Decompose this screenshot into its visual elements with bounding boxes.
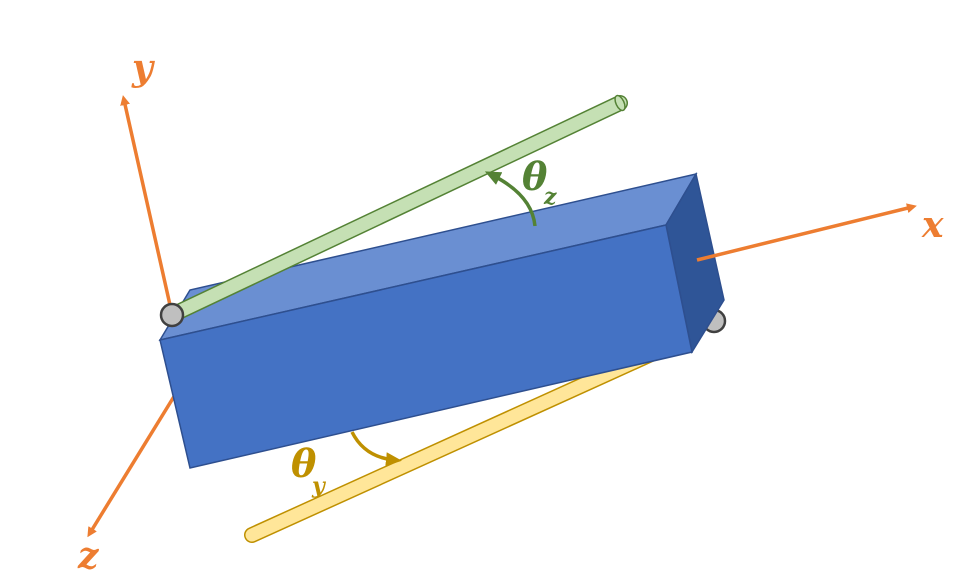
yellow-rod-fill bbox=[245, 343, 667, 542]
theta-z-symbol: θ bbox=[522, 154, 548, 199]
beam-front-face bbox=[159, 224, 693, 469]
rigid-beam bbox=[158, 171, 725, 469]
z-axis-label: z bbox=[77, 535, 100, 577]
theta-z-arrow bbox=[484, 171, 537, 227]
y-axis-label: y bbox=[131, 47, 155, 89]
theta-y-label: θ y bbox=[291, 441, 327, 499]
green-rod-end-cap bbox=[614, 94, 626, 112]
theta-z-subscript: z bbox=[543, 184, 557, 210]
y-axis-arrow bbox=[120, 95, 172, 306]
z-axis-arrow bbox=[87, 389, 180, 538]
green-rod-fill bbox=[165, 96, 627, 322]
pivot-left bbox=[159, 302, 185, 328]
theta-y-subscript: y bbox=[311, 473, 327, 499]
x-axis-arrow bbox=[696, 203, 917, 262]
x-axis-label: x bbox=[921, 204, 944, 246]
theta-z-label: θ z bbox=[522, 154, 557, 210]
theta-y-arrow bbox=[350, 431, 402, 467]
theta-y-symbol: θ bbox=[291, 441, 317, 486]
